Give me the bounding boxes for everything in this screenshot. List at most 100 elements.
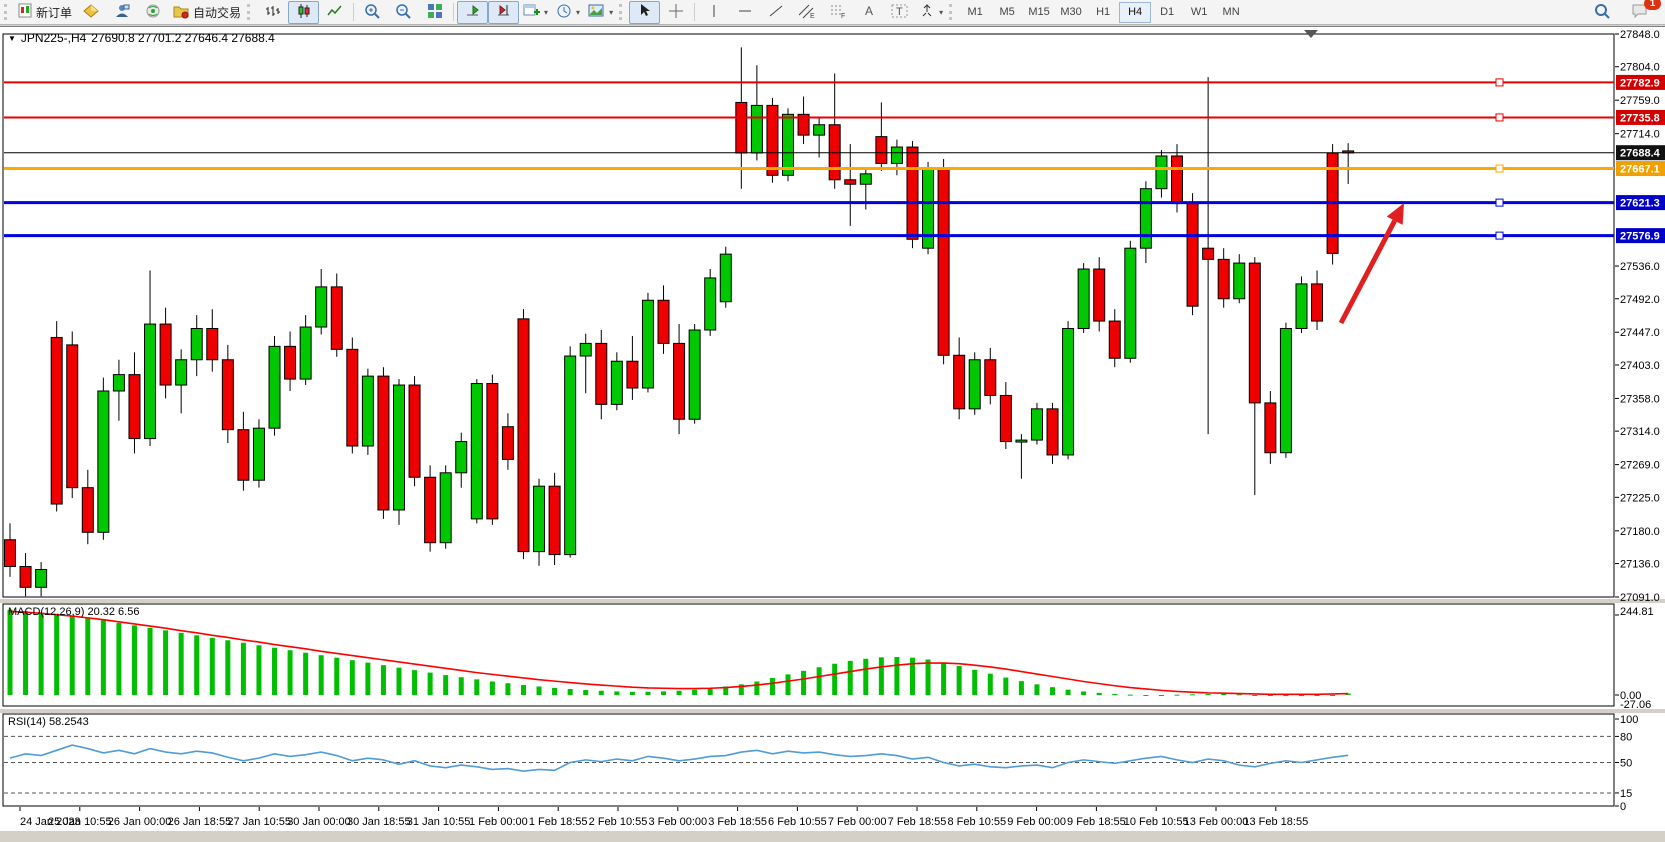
macd-axis-max: 244.81 xyxy=(1620,606,1654,618)
candle-body xyxy=(159,323,172,386)
auto-trading-button[interactable]: 自动交易 xyxy=(169,1,245,24)
time-axis-label[interactable]: 1 Feb 18:55 xyxy=(529,816,588,828)
candle-body xyxy=(673,342,686,420)
macd-histogram-bar xyxy=(909,657,915,695)
candle-body xyxy=(1217,258,1230,300)
price-line-handle[interactable] xyxy=(1495,198,1504,207)
chart-shift-marker-icon[interactable] xyxy=(1304,30,1318,38)
equidistant-channel-button[interactable]: E xyxy=(791,1,822,24)
template-button[interactable]: ▾ xyxy=(584,1,617,24)
macd-histogram-bar xyxy=(1236,694,1242,696)
time-axis-label[interactable]: 7 Feb 18:55 xyxy=(888,816,947,828)
macd-histogram-bar xyxy=(1018,681,1024,695)
time-axis-label[interactable]: 26 Jan 18:55 xyxy=(168,816,232,828)
price-line-handle[interactable] xyxy=(1495,164,1504,173)
time-axis-label[interactable]: 13 Feb 00:00 xyxy=(1184,816,1249,828)
candle-body xyxy=(284,345,297,380)
price-line-handle[interactable] xyxy=(1495,231,1504,240)
time-axis-label[interactable]: 13 Feb 18:55 xyxy=(1243,816,1308,828)
macd-histogram-bar xyxy=(801,670,807,695)
time-axis-label[interactable]: 27 Jan 10:55 xyxy=(227,816,291,828)
period-button[interactable]: ▾ xyxy=(552,1,584,24)
tf-m1-button[interactable]: M1 xyxy=(967,6,983,18)
time-axis-label[interactable]: 8 Feb 10:55 xyxy=(947,816,1006,828)
time-axis-label[interactable]: 26 Jan 00:00 xyxy=(108,816,172,828)
text-label-button[interactable]: T xyxy=(884,1,915,24)
new-order-button[interactable]: 新订单 xyxy=(14,1,76,24)
tf-d1-button[interactable]: D1 xyxy=(1160,6,1175,18)
tf-m5-button[interactable]: M5 xyxy=(999,6,1015,18)
macd-histogram-bar xyxy=(303,652,309,695)
horizontal-line-button[interactable] xyxy=(729,1,760,24)
signal-button[interactable] xyxy=(138,1,169,24)
text-button[interactable]: A xyxy=(853,1,884,24)
time-axis-label[interactable]: 1 Feb 00:00 xyxy=(469,816,528,828)
candle-body xyxy=(610,360,623,405)
price-line-handle[interactable] xyxy=(1495,78,1504,87)
notifications-button[interactable]: 1 xyxy=(1624,0,1661,24)
bar-chart-button[interactable] xyxy=(257,1,288,24)
macd-histogram-bar xyxy=(1034,684,1040,695)
zoom-out-button[interactable] xyxy=(388,1,419,24)
price-line-handle[interactable] xyxy=(1495,113,1504,122)
tf-h4-button[interactable]: H4 xyxy=(1119,1,1152,23)
fibonacci-button[interactable]: F xyxy=(822,1,853,24)
time-axis-label[interactable]: 6 Feb 10:55 xyxy=(768,816,827,828)
time-axis-label[interactable]: 9 Feb 00:00 xyxy=(1007,816,1066,828)
template-icon xyxy=(588,3,605,22)
macd-histogram-bar xyxy=(7,609,13,695)
macd-histogram-bar xyxy=(1158,695,1164,696)
panel-separator[interactable] xyxy=(0,709,1665,713)
time-axis-label[interactable]: 3 Feb 00:00 xyxy=(648,816,707,828)
vertical-line-button[interactable] xyxy=(698,1,729,24)
time-axis-label[interactable]: 10 Feb 10:55 xyxy=(1124,816,1189,828)
macd-histogram-bar xyxy=(816,667,822,695)
tf-mn-button[interactable]: MN xyxy=(1222,6,1240,18)
tf-m30-button[interactable]: M30 xyxy=(1060,6,1082,18)
search-button[interactable] xyxy=(1587,1,1618,24)
time-axis-label[interactable]: 9 Feb 18:55 xyxy=(1067,816,1126,828)
time-axis-label[interactable]: 24 Jan 2023 xyxy=(20,816,81,828)
panel-separator[interactable] xyxy=(0,599,1665,603)
macd-histogram-bar xyxy=(380,665,386,695)
candle-body xyxy=(875,136,888,164)
crosshair-icon xyxy=(668,3,684,22)
zoom-in-button[interactable] xyxy=(357,1,388,24)
gold-button[interactable] xyxy=(76,1,107,24)
new-chart-button[interactable]: ▾ xyxy=(519,1,552,24)
macd-histogram-bar xyxy=(396,667,402,695)
price-axis-label: 27225.0 xyxy=(1620,492,1660,504)
tf-h1-button[interactable]: H1 xyxy=(1096,6,1111,18)
tf-w1-button[interactable]: W1 xyxy=(1190,6,1208,18)
macd-histogram-bar xyxy=(972,669,978,695)
candle-body xyxy=(1202,247,1215,260)
chart-shift-button[interactable] xyxy=(488,0,520,24)
time-axis-label[interactable]: 30 Jan 00:00 xyxy=(287,816,351,828)
time-axis-label[interactable]: 25 Jan 10:55 xyxy=(48,816,112,828)
time-axis-label[interactable]: 30 Jan 18:55 xyxy=(347,816,411,828)
candle-body xyxy=(533,485,546,553)
analyst-button[interactable] xyxy=(107,1,138,24)
rsi-axis-label: 50 xyxy=(1620,758,1632,770)
time-axis-label[interactable]: 7 Feb 00:00 xyxy=(828,816,887,828)
trendline-button[interactable] xyxy=(760,1,791,24)
tile-windows-button[interactable] xyxy=(419,1,450,24)
candle-body xyxy=(937,167,950,356)
macd-histogram-bar xyxy=(536,686,542,695)
arrows-button[interactable]: ▾ xyxy=(915,1,947,24)
chart-canvas[interactable]: 27848.0 27804.0 27759.0 27714.0 27536.0 27492… xyxy=(0,27,1665,837)
time-axis-label[interactable]: 3 Feb 18:55 xyxy=(708,816,767,828)
crosshair-button[interactable] xyxy=(660,1,691,24)
candlestick-chart-button[interactable] xyxy=(288,0,320,24)
auto-scroll-button[interactable] xyxy=(457,0,489,24)
time-axis-label[interactable]: 2 Feb 10:55 xyxy=(589,816,648,828)
cursor-button[interactable] xyxy=(629,0,661,24)
time-axis-label[interactable]: 31 Jan 10:55 xyxy=(407,816,471,828)
candle-body xyxy=(704,277,717,331)
tf-m15-button[interactable]: M15 xyxy=(1028,6,1050,18)
line-chart-button[interactable] xyxy=(319,1,350,24)
symbol-dropdown-icon[interactable]: ▼ xyxy=(8,33,16,43)
trend-arrow-annotation[interactable] xyxy=(1338,219,1397,325)
price-axis-label: 27136.0 xyxy=(1620,559,1660,571)
dropdown-caret: ▾ xyxy=(544,7,549,17)
